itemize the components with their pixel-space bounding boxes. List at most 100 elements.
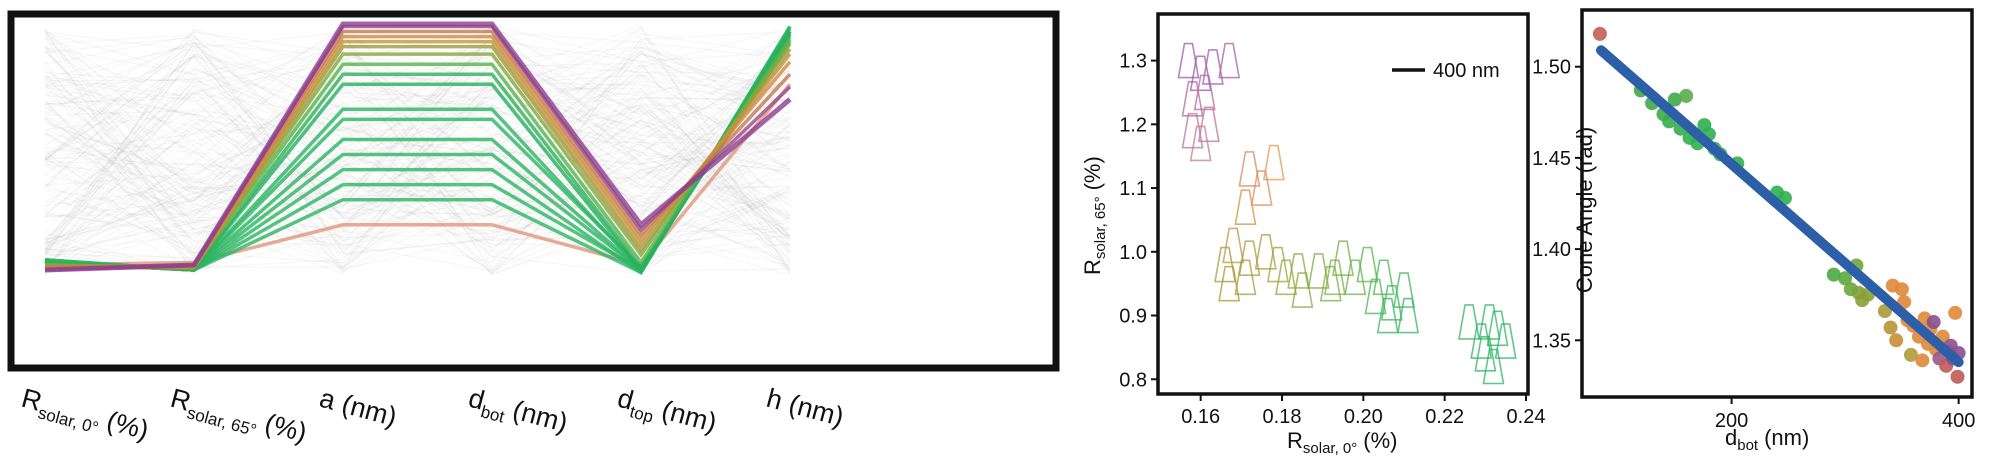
y-tick-label: 1.2 xyxy=(1119,114,1147,136)
background-line xyxy=(44,56,791,267)
triangle-marker xyxy=(1364,278,1387,315)
background-line xyxy=(44,32,791,229)
background-line xyxy=(44,26,791,233)
background-line xyxy=(44,146,791,255)
cone-angle-panel: 200 400 1.35 1.40 1.45 1.50 dbot (nm) Cone Ang… xyxy=(1532,8,1975,454)
axis-labels: Rsolar, 0° (%)Rsolar, 65° (%)a(nm) dbot (nm)… xyxy=(18,383,847,448)
background-line xyxy=(44,43,791,254)
background-line xyxy=(44,28,791,275)
background-line xyxy=(44,118,791,276)
triangle-marker xyxy=(1397,297,1420,334)
background-line xyxy=(44,72,791,274)
highlight-lines xyxy=(44,21,792,275)
background-line xyxy=(44,133,791,247)
background-line xyxy=(44,27,791,276)
panel3-ticks: 200 400 1.35 1.40 1.45 1.50 xyxy=(1532,57,1975,432)
background-line xyxy=(44,39,791,227)
triangle-marker xyxy=(1372,259,1395,296)
panel2-ylabel: Rsolar, 65°(%) xyxy=(1080,156,1109,275)
background-line xyxy=(44,63,791,230)
y-tick-label: 1.1 xyxy=(1119,178,1147,200)
data-point xyxy=(1883,320,1898,335)
background-line xyxy=(44,118,791,233)
background-line xyxy=(44,34,791,239)
x-tick-label: 0.24 xyxy=(1507,406,1546,428)
triangle-marker xyxy=(1319,265,1342,302)
background-line xyxy=(44,150,791,263)
background-line xyxy=(44,29,791,263)
data-point xyxy=(1826,267,1841,282)
triangle-marker xyxy=(1291,272,1314,308)
triangle-marker xyxy=(1197,106,1220,143)
background-line xyxy=(44,31,791,264)
triangle-marker xyxy=(1266,246,1289,283)
triangle-marker xyxy=(1376,297,1399,334)
background-line xyxy=(44,53,791,256)
background-line xyxy=(44,31,791,172)
background-line xyxy=(44,47,791,180)
triangle-marker xyxy=(1234,189,1257,225)
background-line xyxy=(44,23,791,273)
background-line xyxy=(44,40,791,270)
y-tick-label: 0.9 xyxy=(1119,306,1147,328)
triangle-marker xyxy=(1218,42,1241,79)
data-point xyxy=(1679,88,1694,103)
triangle-marker xyxy=(1238,151,1261,187)
panel2-xlabel: Rsolar, 0° (%) xyxy=(1287,428,1397,457)
background-line xyxy=(44,76,791,272)
triangle-marker xyxy=(1254,233,1277,270)
background-line xyxy=(44,80,791,241)
x-tick-label: 0.16 xyxy=(1181,406,1220,428)
triangle-marker xyxy=(1238,240,1261,276)
data-point xyxy=(1950,369,1965,384)
triangle-marker xyxy=(1218,265,1241,302)
background-line xyxy=(44,69,791,224)
background-line xyxy=(44,31,791,219)
y-tick-label: 1.0 xyxy=(1119,242,1147,264)
data-point xyxy=(1889,333,1904,348)
panel3-xlabel: dbot (nm) xyxy=(1725,425,1809,454)
triangle-marker xyxy=(1307,253,1330,289)
background-line xyxy=(44,66,790,245)
background-line xyxy=(44,35,791,252)
panel1-frame xyxy=(7,10,1060,372)
background-line xyxy=(44,43,791,250)
background-line xyxy=(44,50,791,186)
triangle-marker xyxy=(1181,112,1204,149)
background-line xyxy=(44,82,791,247)
background-line xyxy=(44,88,791,269)
background-line xyxy=(44,103,791,264)
background-line xyxy=(44,86,791,270)
triangle-marker xyxy=(1494,323,1517,359)
background-line xyxy=(44,64,791,202)
parallel-coordinates-panel: Rsolar, 0° (%)Rsolar, 65° (%)a(nm) dbot (nm)… xyxy=(7,10,1060,448)
background-line xyxy=(44,26,791,272)
triangle-marker xyxy=(1189,55,1212,92)
x-tick-label: 0.22 xyxy=(1425,406,1464,428)
triangle-marker xyxy=(1287,253,1310,289)
background-line xyxy=(44,48,791,268)
triangle-marker xyxy=(1482,348,1505,385)
triangle-marker xyxy=(1181,81,1204,117)
triangle-marker xyxy=(1234,259,1257,296)
background-line xyxy=(44,34,791,222)
triangle-marker xyxy=(1250,170,1273,206)
background-line xyxy=(44,80,791,238)
triangle-marker xyxy=(1356,246,1379,283)
triangle-marker xyxy=(1458,304,1481,340)
triangle-marker xyxy=(1470,323,1493,359)
background-line xyxy=(44,75,791,276)
background-line xyxy=(44,69,791,251)
background-line xyxy=(44,80,791,243)
background-line xyxy=(44,28,791,184)
background-line xyxy=(44,70,791,273)
triangle-marker xyxy=(1189,125,1212,162)
background-line xyxy=(44,25,791,263)
background-line xyxy=(44,28,791,271)
background-line xyxy=(44,37,791,262)
panel2-ticks: 0.16 0.18 0.20 0.22 0.24 0.8 0.9 1.0 1.1 1.2 1.3 xyxy=(1119,51,1545,428)
axis-label: h(nm) xyxy=(763,383,847,432)
triangle-marker xyxy=(1478,304,1501,340)
background-line xyxy=(44,26,791,208)
background-line xyxy=(44,41,791,274)
